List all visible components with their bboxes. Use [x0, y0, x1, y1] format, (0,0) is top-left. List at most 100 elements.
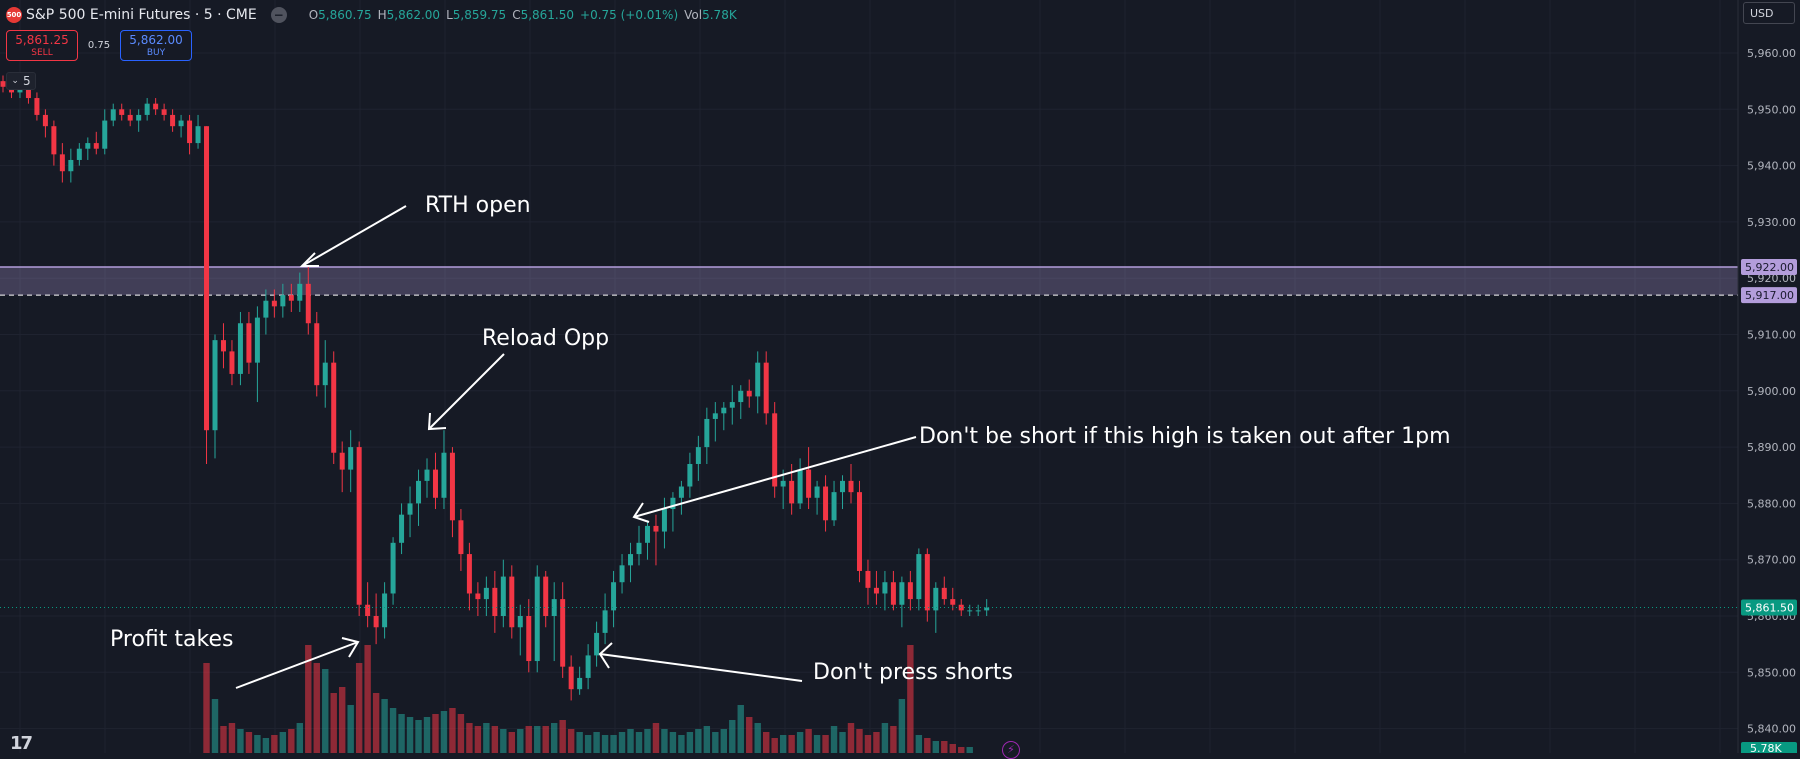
volume-bar [406, 717, 414, 753]
candle-body [288, 295, 294, 301]
volume-bar [288, 729, 295, 753]
volume-bar [279, 732, 287, 753]
candle-body [772, 413, 778, 487]
candle-body [483, 587, 489, 600]
candle-body [653, 525, 659, 532]
volume-bar [627, 729, 634, 753]
candle-body [153, 103, 159, 110]
sell-label: SELL [31, 48, 53, 58]
candle-body [933, 587, 939, 611]
candle-body [763, 362, 769, 414]
candle-body [271, 300, 277, 307]
volume-bar [415, 720, 422, 753]
lightning-icon[interactable]: ⚡ [1002, 741, 1020, 759]
volume-bar [559, 720, 566, 753]
indicator-count: 5 [22, 74, 31, 88]
volume-bar [873, 732, 880, 753]
volume-bar [839, 732, 846, 753]
candle-body [899, 582, 905, 605]
volume-bar [262, 738, 270, 753]
candle-body [331, 362, 337, 453]
candle-body [661, 509, 667, 532]
annotation-dont-be-short: Don't be short if this high is taken out… [919, 424, 1451, 449]
price-change: +0.75 (+0.01%) [580, 8, 679, 22]
volume-bar [313, 663, 320, 753]
candle-body [68, 159, 74, 172]
candle-body [59, 154, 65, 172]
annotation-arrows [235, 205, 917, 689]
candle-body [339, 452, 345, 470]
candle-body [636, 542, 642, 555]
sell-button[interactable]: 5,861.25 SELL [6, 30, 78, 61]
volume-bar [601, 735, 609, 753]
volume-bar [635, 732, 643, 753]
candle-body [738, 390, 744, 403]
candle-body [746, 390, 752, 397]
candle-body [305, 283, 311, 324]
candle-body [466, 554, 472, 594]
candle-body [670, 497, 676, 510]
candle-body [399, 514, 405, 543]
price-axis: 5,960.00 5,950.00 5,940.00 5,930.00 5,920.00… [1737, 0, 1800, 753]
symbol-title[interactable]: S&P 500 E-mini Futures · 5 · CME [26, 7, 257, 23]
resistance-zone [0, 266, 1738, 296]
candle-body [984, 607, 990, 611]
volume-bar [271, 735, 278, 753]
buy-button[interactable]: 5,862.00 BUY [120, 30, 192, 61]
volume-bar [652, 723, 660, 753]
candle-body [568, 666, 574, 690]
volume-bar [364, 645, 371, 753]
annotation-profit-takes: Profit takes [110, 627, 234, 652]
candle-body [51, 126, 57, 155]
candle-body [25, 86, 31, 99]
candle-body [449, 452, 455, 521]
candle-body [322, 362, 328, 386]
candle-body [619, 565, 625, 583]
volume-bar [254, 735, 261, 753]
candle-body [119, 109, 125, 115]
currency-select[interactable]: USD [1743, 2, 1795, 24]
ohlc-close: C5,861.50 [512, 8, 575, 22]
tradingview-logo[interactable]: 17 [10, 733, 33, 754]
candle-body [755, 362, 761, 397]
price-tick-label: 5,840.00 [1747, 723, 1796, 736]
indicators-toggle[interactable]: ⌄ 5 [6, 72, 36, 90]
volume-bar [237, 729, 244, 753]
volume-bar [483, 723, 490, 753]
candle-body [102, 120, 108, 149]
candle-body [729, 402, 735, 408]
ohlc-low: L5,859.75 [446, 8, 507, 22]
candle-body [950, 599, 956, 605]
price-tick-label: 5,900.00 [1747, 385, 1796, 398]
candle-body [831, 492, 837, 521]
annotation-dont-press-shorts: Don't press shorts [813, 660, 1013, 685]
candle-body [840, 480, 846, 493]
zone-top-price-tag-bg [1741, 258, 1797, 275]
candle-body [441, 452, 447, 498]
volume-bar [788, 735, 795, 753]
candle-body [246, 323, 252, 363]
candle-body [254, 317, 260, 363]
volume-bars [203, 645, 973, 753]
candle-body [509, 576, 515, 628]
candle-body [856, 492, 862, 571]
price-tick-label: 5,910.00 [1747, 329, 1796, 342]
volume-bar [220, 726, 227, 753]
candle-body [594, 632, 600, 656]
volume-bar [678, 735, 685, 753]
hide-legend-icon[interactable]: − [270, 7, 287, 23]
candle-body [204, 126, 210, 431]
volume-bar [729, 720, 736, 753]
candle-body [424, 469, 430, 481]
zone-bottom-price-tag: 5,917.00 [1745, 289, 1794, 302]
volume-bar [525, 726, 532, 753]
candle-body [93, 143, 99, 149]
candle-body [882, 582, 888, 594]
volume-bar [330, 693, 337, 753]
buy-price: 5,862.00 [129, 33, 183, 47]
candle-body [432, 469, 438, 498]
chevron-down-icon: ⌄ [11, 76, 19, 86]
candle-body [492, 587, 498, 616]
candle-body [585, 655, 591, 678]
